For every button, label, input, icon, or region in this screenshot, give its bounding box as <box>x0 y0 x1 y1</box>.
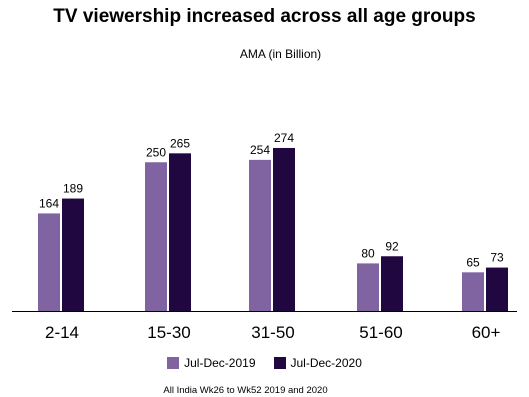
legend-item-2019: Jul-Dec-2019 <box>167 356 256 370</box>
bar-31-50-Jul-Dec-2020 <box>273 147 295 311</box>
x-tick-label-2-14: 2-14 <box>45 323 79 342</box>
bar-31-50-Jul-Dec-2019 <box>249 159 271 311</box>
chart-title: TV viewership increased across all age g… <box>53 6 476 27</box>
x-tick-label-15-30: 15-30 <box>147 323 190 342</box>
x-tick-label-31-50: 31-50 <box>251 323 294 342</box>
bar-60+-Jul-Dec-2020 <box>486 267 508 311</box>
bar-51-60-Jul-Dec-2020 <box>381 256 403 311</box>
chart-subtitle: AMA (in Billion) <box>239 47 322 61</box>
data-label-51-60-Jul-Dec-2020: 92 <box>385 239 399 253</box>
x-tick-label-51-60: 51-60 <box>359 323 402 342</box>
bar-2-14-Jul-Dec-2019 <box>38 213 60 311</box>
data-label-60+-Jul-Dec-2019: 65 <box>466 255 480 269</box>
x-tick-label-60+: 60+ <box>472 323 501 342</box>
bar-15-30-Jul-Dec-2020 <box>169 153 191 311</box>
legend-label-2020: Jul-Dec-2020 <box>290 356 362 370</box>
data-label-2-14-Jul-Dec-2020: 189 <box>63 182 83 196</box>
data-label-60+-Jul-Dec-2020: 73 <box>490 251 504 265</box>
data-label-51-60-Jul-Dec-2019: 80 <box>361 246 375 260</box>
legend-label-2019: Jul-Dec-2019 <box>184 356 256 370</box>
legend-swatch-2019 <box>167 357 180 369</box>
bar-60+-Jul-Dec-2019 <box>462 272 484 311</box>
data-label-15-30-Jul-Dec-2020: 265 <box>170 136 190 150</box>
data-label-31-50-Jul-Dec-2019: 254 <box>250 143 270 157</box>
data-labels-group: 164 189 250 265 254 274 80 92 65 73 <box>39 131 504 269</box>
bar-15-30-Jul-Dec-2019 <box>145 162 167 311</box>
legend-swatch-2020 <box>273 357 286 369</box>
data-label-2-14-Jul-Dec-2019: 164 <box>39 196 59 210</box>
bar-2-14-Jul-Dec-2020 <box>62 198 84 311</box>
bars-group <box>38 147 508 311</box>
legend-item-2020: Jul-Dec-2020 <box>273 356 362 370</box>
bar-51-60-Jul-Dec-2019 <box>357 263 379 311</box>
footnote: All India Wk26 to Wk52 2019 and 2020 <box>163 385 328 396</box>
data-label-15-30-Jul-Dec-2019: 250 <box>146 145 166 159</box>
data-label-31-50-Jul-Dec-2020: 274 <box>274 131 294 145</box>
x-tick-labels-group: 2-14 15-30 31-50 51-60 60+ <box>45 323 501 342</box>
legend: Jul-Dec-2019 Jul-Dec-2020 <box>0 356 529 370</box>
